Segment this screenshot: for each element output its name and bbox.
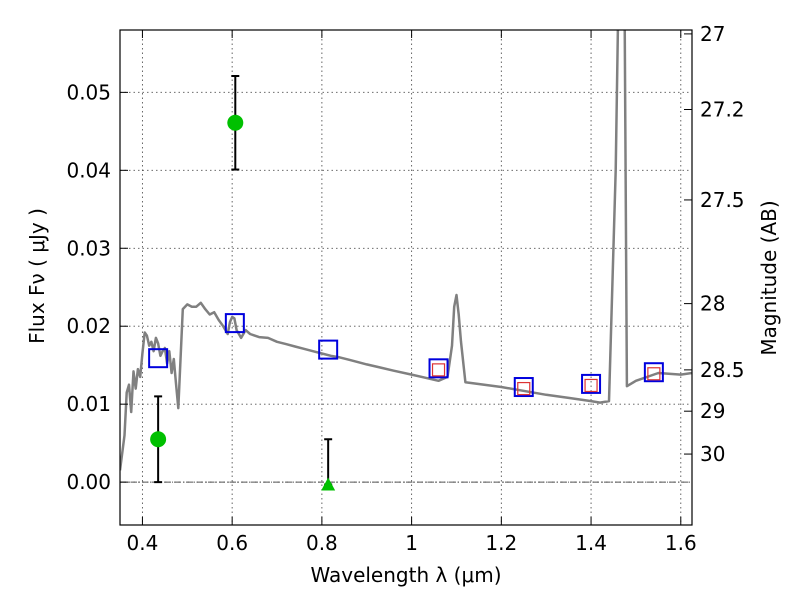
y-tick-label: 0.00 [66, 470, 111, 494]
blue-square-point [643, 362, 664, 383]
x-tick-label: 1.6 [665, 531, 697, 555]
blue-square-point [224, 313, 245, 334]
green-circle-point [227, 114, 244, 131]
y2-tick-label: 27.2 [700, 98, 745, 122]
green-triangle-point [321, 477, 336, 491]
red-square-point [647, 367, 661, 381]
blue-square-point [428, 358, 449, 379]
sed-model-line [120, 30, 692, 471]
x-tick-label: 1.2 [485, 531, 517, 555]
blue-square-point [318, 339, 339, 360]
blue-square-point [148, 348, 169, 369]
red-square-point [517, 381, 531, 396]
blue-square-point [513, 377, 534, 398]
red-square-point [431, 363, 446, 377]
y-axis-title: Flux Fν ( μJy ) [25, 208, 49, 344]
y-tick-label: 0.01 [66, 392, 111, 416]
y2-tick-label: 27.5 [700, 188, 745, 212]
green-circle-point [150, 431, 167, 448]
x-tick-label: 0.6 [216, 531, 248, 555]
y2-tick-label: 27 [700, 22, 725, 46]
sed-model-layer [120, 30, 692, 471]
y2-axis-title: Magnitude (AB) [757, 200, 781, 355]
tick-labels: 0.4 0.6 0.8 1 1.2 1.4 1.6 0.00 0.01 0.02 0.03 0.04 0… [66, 22, 744, 555]
x-tick-label: 0.4 [127, 531, 159, 555]
grid-lines [120, 30, 692, 525]
x-tick-label: 1 [405, 531, 418, 555]
x-tick-label: 1.4 [575, 531, 607, 555]
x-tick-label: 0.8 [306, 531, 338, 555]
y2-tick-label: 29 [700, 399, 725, 423]
plot-frame [119, 29, 693, 526]
tick-marks [120, 30, 692, 525]
y-tick-label: 0.02 [66, 314, 111, 338]
y2-tick-label: 28.5 [700, 358, 745, 382]
y2-tick-label: 30 [700, 442, 725, 466]
y2-tick-label: 28 [700, 292, 725, 316]
y-tick-label: 0.04 [66, 158, 111, 182]
blue-square-point [581, 373, 602, 394]
x-axis-title: Wavelength λ (μm) [310, 563, 501, 587]
photometry-layer [148, 74, 664, 491]
y-tick-label: 0.05 [66, 80, 111, 104]
y-tick-label: 0.03 [66, 236, 111, 260]
red-square-point [584, 378, 598, 393]
